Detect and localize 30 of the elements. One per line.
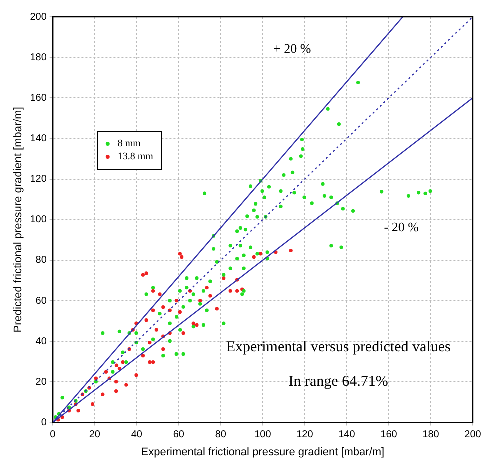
y-axis-title: Predicted frictional pressure gradient [mbar/m]	[12, 107, 25, 333]
x-tick-label: 160	[380, 430, 398, 441]
x-tick-label: 20	[89, 430, 101, 441]
y-tick-label: 40	[36, 336, 48, 348]
y-tick-label: 120	[30, 174, 48, 186]
y-tick-label: 160	[30, 92, 48, 104]
y-tick-label: 180	[30, 52, 48, 64]
annotation: In range 64.71%	[288, 374, 388, 390]
legend-label: 8 mm	[118, 138, 142, 150]
y-tick-label: 100	[30, 214, 48, 226]
y-tick-label: 0	[41, 418, 48, 429]
annotation: + 20 %	[274, 40, 312, 56]
x-tick-label: 200	[464, 430, 482, 441]
x-tick-label: 100	[254, 430, 272, 441]
x-tick-label: 120	[296, 430, 314, 441]
legend-label: 13.8 mm	[118, 152, 154, 163]
y-tick-label: 80	[36, 255, 48, 266]
x-tick-label: 40	[131, 430, 143, 441]
y-tick-label: 200	[30, 12, 48, 23]
y-tick-label: 20	[36, 376, 48, 388]
x-tick-label: 80	[215, 430, 227, 441]
x-tick-label: 140	[338, 430, 356, 441]
y-tick-label: 60	[36, 296, 48, 307]
annotation: - 20 %	[384, 219, 420, 234]
annotation: Experimental versus predicted values	[226, 340, 451, 356]
y-tick-label: 140	[30, 133, 48, 144]
x-tick-label: 60	[173, 430, 185, 441]
x-tick-label: 180	[422, 430, 440, 441]
x-tick-label: 0	[50, 430, 56, 441]
x-axis-title: Experimental frictional pressure gradient [mbar/m]	[141, 446, 385, 458]
